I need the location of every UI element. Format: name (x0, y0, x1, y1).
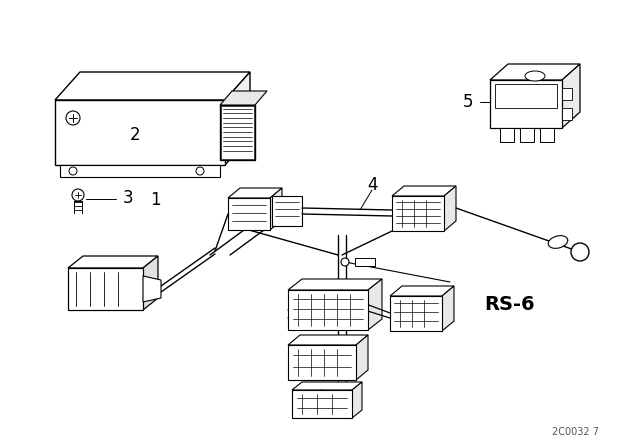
Polygon shape (368, 279, 382, 330)
Bar (520, 128, 534, 142)
Bar (390, 296, 442, 331)
Polygon shape (392, 186, 456, 196)
Polygon shape (220, 91, 267, 105)
Polygon shape (352, 382, 362, 418)
Polygon shape (68, 256, 158, 268)
Circle shape (69, 167, 77, 175)
Bar (288, 345, 356, 380)
Text: 1: 1 (150, 191, 160, 209)
Polygon shape (562, 64, 580, 128)
Circle shape (72, 189, 84, 201)
Polygon shape (60, 165, 220, 177)
Circle shape (196, 167, 204, 175)
Polygon shape (55, 72, 250, 100)
Bar (288, 290, 368, 330)
Polygon shape (442, 286, 454, 331)
Bar (228, 198, 270, 230)
Text: 3: 3 (123, 189, 133, 207)
Polygon shape (143, 276, 161, 302)
Bar (490, 80, 562, 128)
Text: 5: 5 (463, 93, 473, 111)
Circle shape (66, 111, 80, 125)
Ellipse shape (548, 236, 568, 248)
Polygon shape (444, 186, 456, 231)
Polygon shape (143, 256, 158, 310)
Bar (292, 390, 352, 418)
Bar (220, 105, 255, 160)
Bar (562, 108, 572, 120)
Text: 2C0032 7: 2C0032 7 (552, 427, 598, 437)
Polygon shape (490, 64, 580, 80)
Polygon shape (356, 335, 368, 380)
Bar (221, 106, 254, 159)
Polygon shape (292, 382, 362, 390)
Polygon shape (390, 286, 454, 296)
Text: 2: 2 (130, 126, 140, 144)
Polygon shape (288, 279, 382, 290)
Polygon shape (228, 188, 282, 198)
Text: RS-6: RS-6 (484, 296, 535, 314)
Bar (355, 258, 375, 266)
Bar (68, 268, 143, 310)
Bar (540, 128, 554, 142)
Bar (272, 196, 302, 226)
Ellipse shape (525, 71, 545, 81)
Bar (500, 128, 514, 142)
Circle shape (571, 243, 589, 261)
Bar (392, 196, 444, 231)
Polygon shape (225, 72, 250, 165)
Circle shape (341, 258, 349, 266)
Text: 4: 4 (367, 176, 377, 194)
Bar (55, 100, 225, 165)
Polygon shape (288, 335, 368, 345)
Bar (562, 88, 572, 100)
Polygon shape (270, 188, 282, 230)
Bar (495, 84, 557, 108)
